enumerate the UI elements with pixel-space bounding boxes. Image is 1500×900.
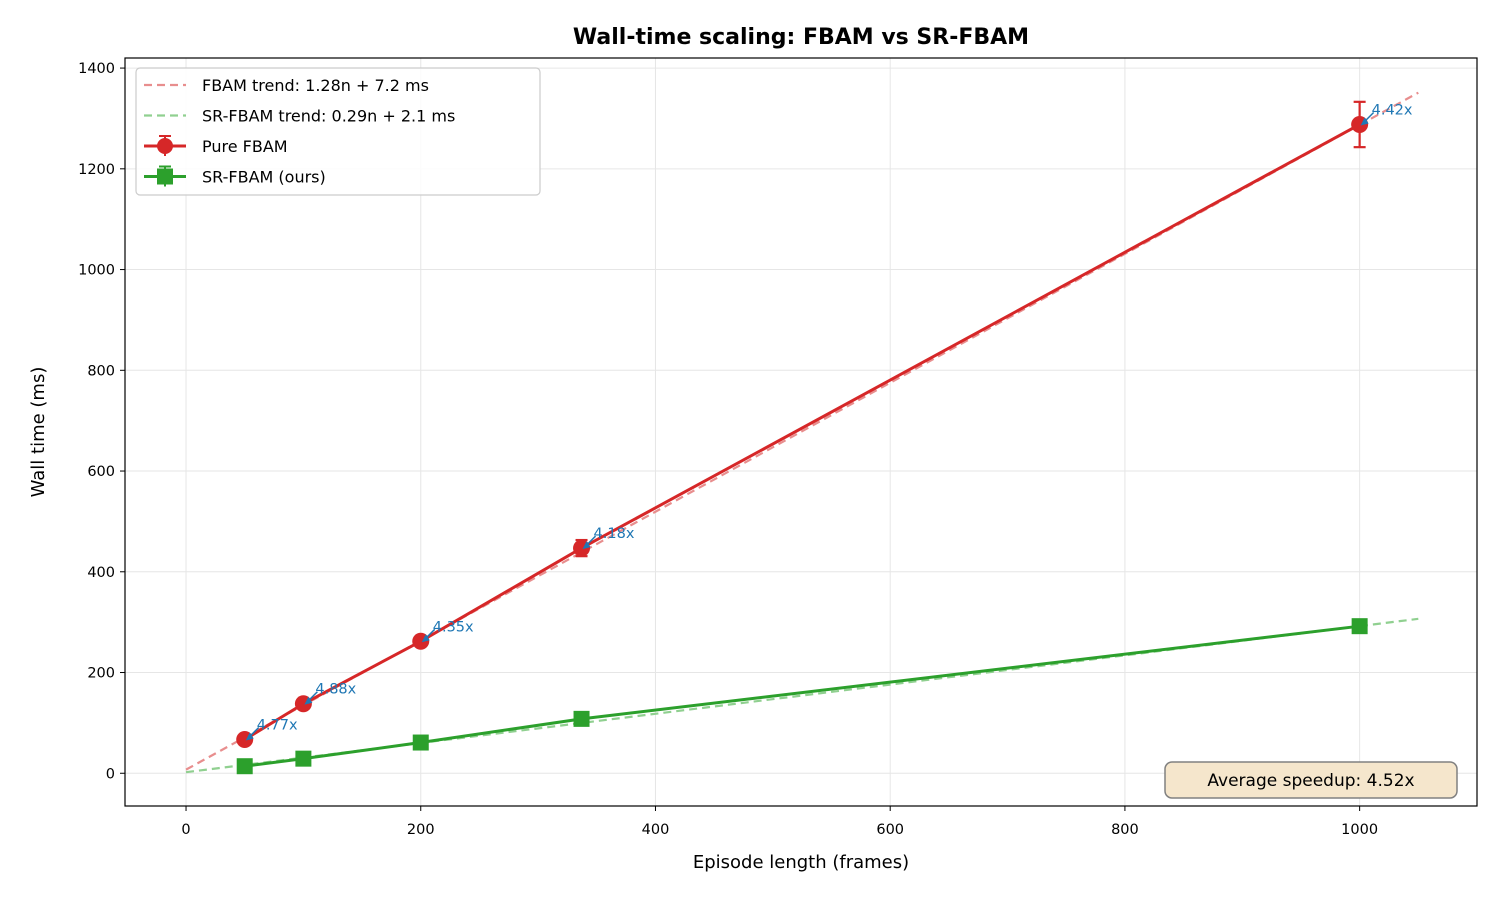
y-tick-label: 0 (106, 766, 115, 782)
data-point (412, 734, 429, 751)
annotation-arrowhead (304, 696, 313, 705)
data-point (1351, 618, 1368, 635)
data-point (295, 750, 312, 767)
data-point (412, 632, 430, 650)
x-tick-label: 600 (876, 822, 904, 838)
x-tick-label: 0 (181, 822, 190, 838)
y-tick-label: 200 (87, 666, 115, 682)
legend-label: SR-FBAM trend: 0.29n + 2.1 ms (202, 107, 455, 126)
annotation-arrowhead (245, 732, 254, 741)
data-point (573, 539, 591, 557)
legend-label: FBAM trend: 1.28n + 7.2 ms (202, 76, 429, 95)
data-point (236, 758, 253, 775)
annotation-arrowhead (582, 541, 591, 550)
y-tick-label: 800 (87, 363, 115, 379)
speedup-annotation: 4.77x (257, 718, 298, 734)
legend: FBAM trend: 1.28n + 7.2 ms SR-FBAM trend:… (135, 67, 541, 196)
speedup-annotation: 4.88x (315, 682, 356, 698)
y-tick-label: 1200 (78, 162, 115, 178)
x-tick-label: 400 (642, 822, 670, 838)
y-tick-label: 1000 (78, 263, 115, 279)
y-tick-label: 400 (87, 565, 115, 581)
average-speedup-box: Average speedup: 4.52x (1164, 761, 1458, 799)
y-axis-title: Wall time (ms) (28, 367, 49, 498)
y-tick-label: 1400 (78, 61, 115, 77)
speedup-annotation: 4.18x (594, 526, 635, 542)
axis-ticks: 0 200 400 600 800 1000 0 200 400 600 800 1000 1200 14… (78, 61, 1378, 838)
data-point (294, 695, 312, 713)
data-point (1351, 115, 1369, 133)
x-tick-label: 1000 (1341, 822, 1378, 838)
x-tick-label: 800 (1111, 822, 1139, 838)
legend-marker (157, 168, 173, 185)
annotations: 4.77x 4.88x 4.35x 4.18x 4.42x (245, 102, 1413, 741)
legend-label: Pure FBAM (202, 137, 288, 156)
x-axis-title: Episode length (frames) (693, 852, 909, 873)
annotation-arrowhead (421, 634, 430, 643)
legend-marker (157, 138, 173, 154)
x-tick-label: 200 (407, 822, 435, 838)
average-speedup-text: Average speedup: 4.52x (1207, 771, 1414, 791)
speedup-annotation: 4.42x (1372, 102, 1413, 118)
grid (125, 58, 1477, 806)
chart-title: Wall-time scaling: FBAM vs SR-FBAM (573, 25, 1029, 50)
plot-area-frame (124, 57, 1478, 807)
legend-box (135, 67, 541, 196)
legend-label: SR-FBAM (ours) (202, 168, 326, 187)
speedup-annotation: 4.35x (433, 619, 474, 635)
data-point (236, 731, 254, 749)
series (236, 100, 1369, 775)
data-point (573, 710, 590, 727)
annotation-arrowhead (1360, 117, 1369, 126)
y-tick-label: 600 (87, 464, 115, 480)
